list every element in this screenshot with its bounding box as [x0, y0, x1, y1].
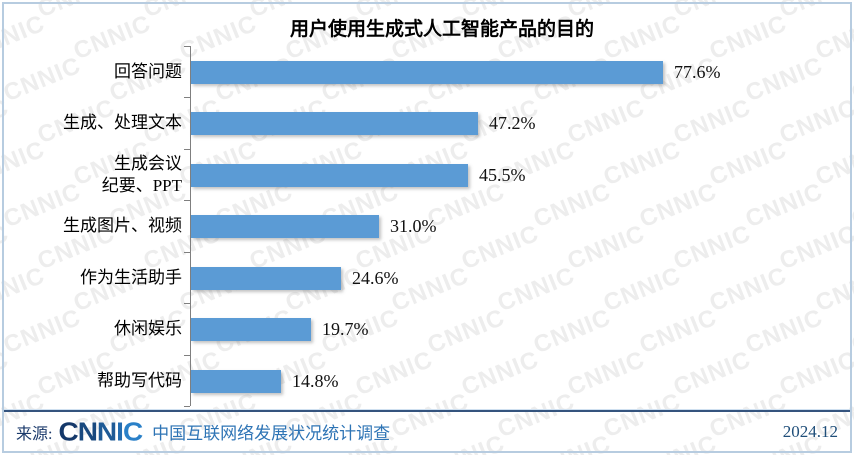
value-label: 47.2% — [489, 113, 536, 133]
axis-tick — [184, 46, 190, 47]
axis-tick — [184, 406, 190, 407]
axis-tick — [184, 200, 190, 201]
axis-tick — [184, 149, 190, 150]
value-label: 19.7% — [322, 319, 369, 339]
source-label: 来源: — [16, 425, 53, 443]
value-label: 45.5% — [479, 165, 526, 185]
value-label: 77.6% — [674, 62, 721, 82]
value-label: 31.0% — [390, 216, 437, 236]
footer-separator — [4, 410, 850, 412]
y-axis-line — [190, 46, 191, 406]
bar — [191, 370, 281, 393]
value-label: 24.6% — [352, 268, 399, 288]
bar — [191, 318, 311, 341]
bar — [191, 267, 341, 290]
category-label: 生成图片、视频 — [63, 215, 182, 235]
axis-tick — [184, 303, 190, 304]
category-label: 生成、处理文本 — [63, 112, 182, 132]
category-label: 回答问题 — [114, 61, 182, 81]
footer-separator-light — [4, 409, 850, 410]
category-label: 生成会议 纪要、PPT — [101, 153, 182, 195]
value-label: 14.8% — [292, 371, 339, 391]
footer-date: 2024.12 — [782, 421, 838, 441]
bar — [191, 61, 663, 84]
bar — [191, 112, 478, 135]
category-label: 作为生活助手 — [80, 267, 182, 287]
bar — [191, 215, 379, 238]
category-label: 帮助写代码 — [97, 370, 182, 390]
bar — [191, 164, 468, 187]
cnnic-logo: CNNIC — [58, 416, 143, 446]
category-label: 休闲娱乐 — [114, 318, 182, 338]
axis-tick — [184, 97, 190, 98]
footer-description: 中国互联网络发展状况统计调查 — [152, 424, 391, 443]
axis-tick — [184, 252, 190, 253]
footer: 来源: CNNIC 中国互联网络发展状况统计调查 2024.12 — [4, 412, 850, 451]
chart-title: 用户使用生成式人工智能产品的目的 — [289, 19, 594, 40]
axis-tick — [184, 355, 190, 356]
